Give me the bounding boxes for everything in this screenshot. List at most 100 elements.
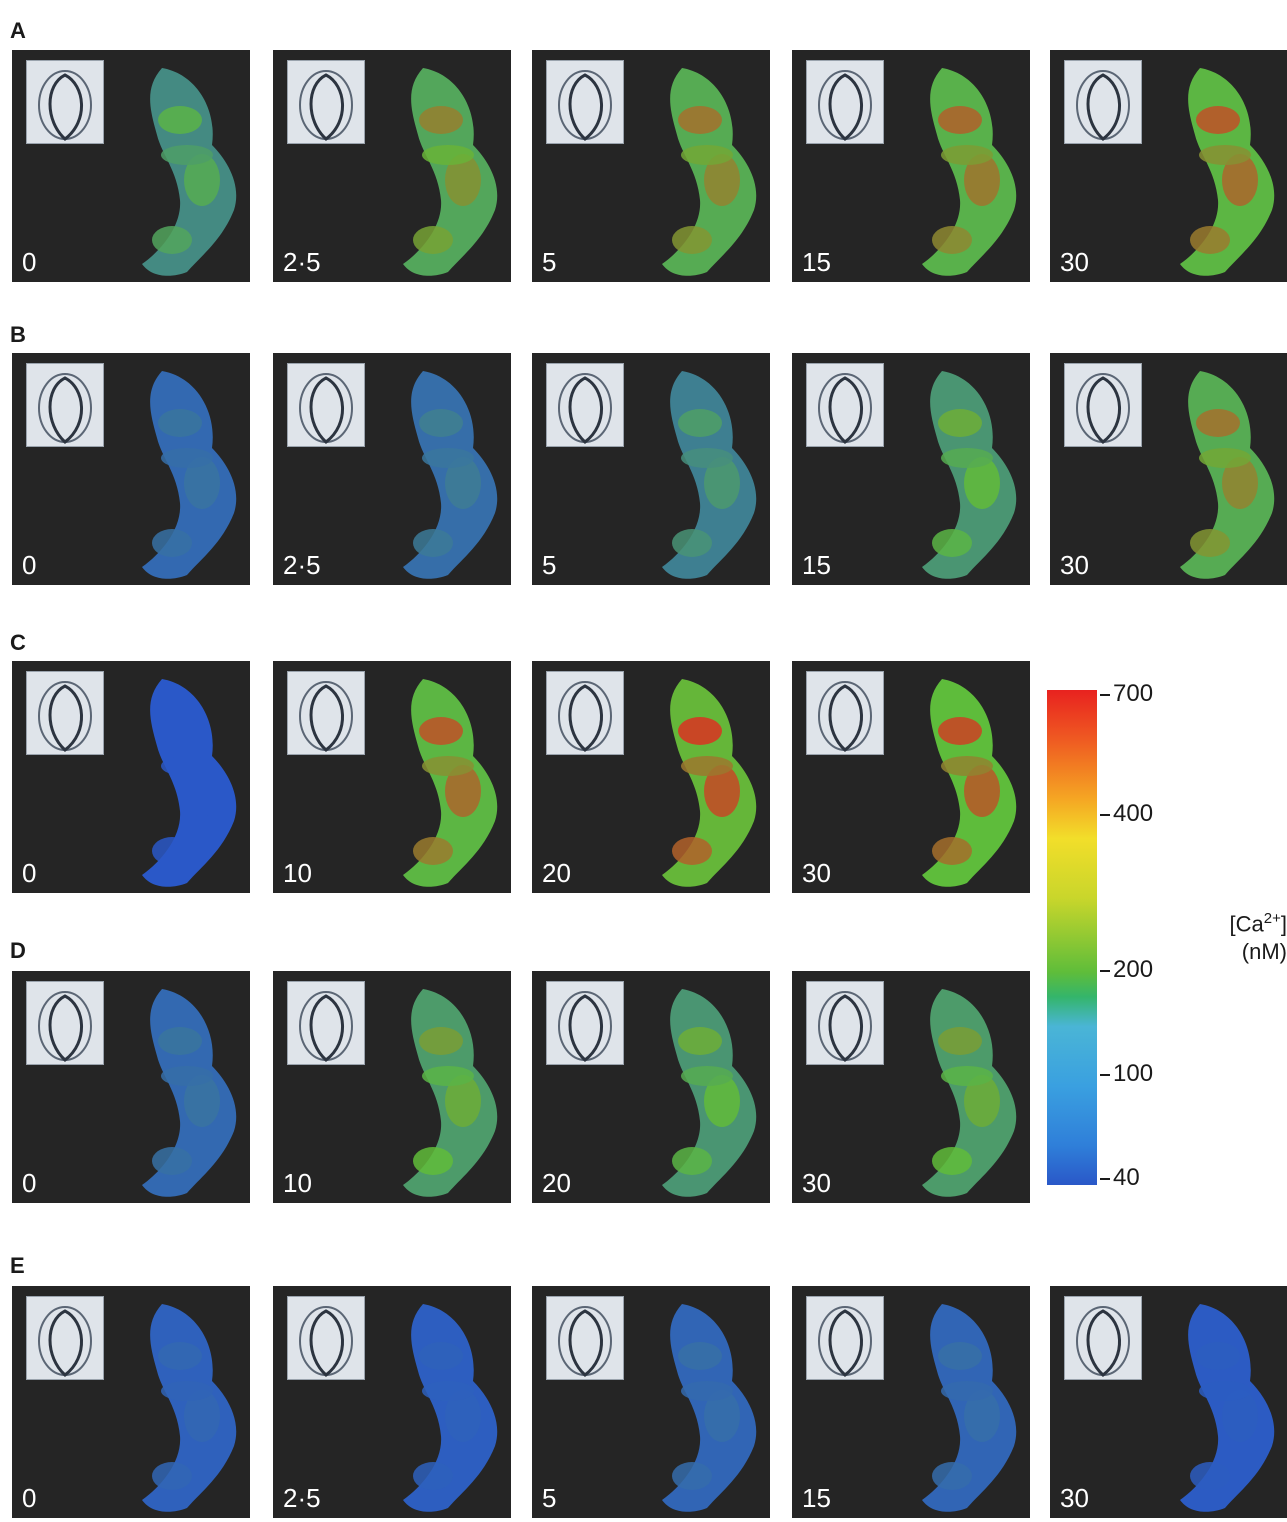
image-panel-b-0: 0 [12,353,250,585]
calcium-hotspot [152,837,192,865]
stoma-pore [309,684,344,752]
stoma-pore [309,1309,344,1377]
calcium-image [142,371,237,579]
image-panel-e-0: 0 [12,1286,250,1518]
calcium-hotspot [1190,1462,1230,1490]
stomata-inset-photo [26,981,104,1065]
image-panel-c-0: 0 [12,661,250,893]
calcium-hotspot [704,1390,740,1442]
calcium-hotspot [932,226,972,254]
calcium-hotspot [445,765,481,817]
stomata-inset-photo [287,363,365,447]
calcium-hotspot [413,1147,453,1175]
stomata-sketch [818,373,872,444]
stomata-sketch [299,373,353,444]
stomata-sketch [299,681,353,752]
calcium-hotspot [681,145,733,165]
calcium-hotspot [184,457,220,509]
stoma-outline [1076,1306,1130,1376]
stomata-sketch [558,681,612,752]
calcium-image [403,679,498,887]
image-panel-b-4: 30 [1050,353,1287,585]
calcium-hotspot [445,457,481,509]
stomata-inset-photo [806,60,884,144]
image-panel-c-1: 10 [273,661,511,893]
calcium-hotspot [938,1027,982,1055]
calcium-hotspot [445,1075,481,1127]
stoma-pore [568,684,603,752]
calcium-hotspot [1196,409,1240,437]
stomata-inset-photo [26,60,104,144]
panel-row-label-e: E [10,1253,25,1278]
stoma-pore [309,376,344,444]
stomata-sketch [38,1306,92,1377]
calcium-hotspot [161,756,213,776]
calcium-hotspot [152,529,192,557]
calcium-hotspot [413,1462,453,1490]
stomata-inset-photo [26,363,104,447]
stomata-inset-photo [546,981,624,1065]
colorbar-label-close: ] [1280,911,1287,937]
image-panel-d-0: 0 [12,971,250,1203]
stoma-pore [828,1309,863,1377]
calcium-hotspot [681,756,733,776]
calcium-hotspot [413,529,453,557]
calcium-hotspot [422,1066,474,1086]
calcium-hotspot [964,765,1000,817]
stoma-outline [299,991,353,1061]
colorbar-label-superscript: 2+ [1263,910,1281,927]
stoma-pore [828,376,863,444]
stomata-sketch [818,681,872,752]
calcium-color-scale-bar [1047,690,1097,1185]
stoma-outline [38,70,92,140]
stomata-sketch [1076,373,1130,444]
colorbar-label-unit: (nM) [1241,939,1287,965]
time-label: 10 [283,1168,312,1198]
stomata-sketch [558,373,612,444]
time-label: 0 [22,858,37,888]
stoma-outline [1076,373,1130,443]
scale-tick-100: 100 [1100,1062,1153,1086]
calcium-image [922,679,1017,887]
calcium-hotspot [964,1390,1000,1442]
calcium-hotspot [1199,448,1251,468]
stomata-inset-photo [287,1296,365,1380]
calcium-hotspot [152,1147,192,1175]
stomata-sketch [299,1306,353,1377]
stomata-sketch [818,991,872,1062]
stomata-inset-photo [806,1296,884,1380]
calcium-hotspot [1222,154,1258,206]
calcium-hotspot [672,1147,712,1175]
calcium-image [662,1304,757,1512]
calcium-image [922,68,1017,276]
image-panel-d-3: 30 [792,971,1030,1203]
stomata-inset-photo [26,1296,104,1380]
time-label: 5 [542,1483,557,1513]
stoma-outline [38,1306,92,1376]
stoma-pore [48,73,83,141]
calcium-hotspot [941,756,993,776]
image-panel-d-1: 10 [273,971,511,1203]
time-label: 20 [542,858,571,888]
calcium-hotspot [1199,1381,1251,1401]
calcium-hotspot [932,1462,972,1490]
calcium-hotspot [1190,226,1230,254]
calcium-hotspot [1190,529,1230,557]
calcium-hotspot [184,1075,220,1127]
calcium-hotspot [938,717,982,745]
calcium-hotspot [1196,1342,1240,1370]
stomata-sketch [818,1306,872,1377]
calcium-hotspot [158,106,202,134]
stoma-pore [828,994,863,1062]
calcium-hotspot [152,226,192,254]
calcium-hotspot [158,1342,202,1370]
stomata-inset-photo [26,671,104,755]
time-label: 20 [542,1168,571,1198]
stoma-outline [558,373,612,443]
calcium-hotspot [964,1075,1000,1127]
stomata-inset-photo [806,981,884,1065]
time-label: 30 [1060,550,1089,580]
stomata-inset-photo [806,671,884,755]
calcium-hotspot [672,529,712,557]
stomata-inset-photo [546,671,624,755]
